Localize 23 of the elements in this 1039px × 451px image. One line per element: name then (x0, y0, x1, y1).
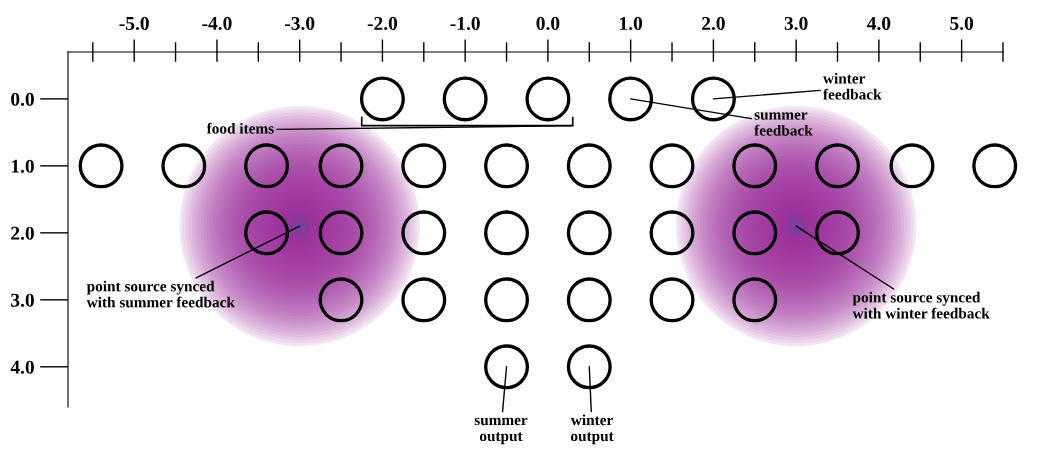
annotation: food items (206, 122, 274, 134)
x-tick-label: 4.0 (867, 16, 891, 31)
annotation: winter output (570, 414, 614, 445)
x-tick-label: -5.0 (119, 16, 149, 31)
x-tick-label: 3.0 (784, 16, 808, 31)
y-tick-label: 1.0 (11, 159, 34, 173)
x-tick-label: 5.0 (950, 16, 974, 31)
x-tick-label: -3.0 (285, 16, 315, 31)
annotation: winter feedback (823, 72, 882, 100)
y-tick-label: 0.0 (11, 92, 34, 106)
y-tick-label: 2.0 (11, 226, 34, 240)
y-tick-label: 3.0 (11, 293, 34, 307)
x-tick-label: 2.0 (702, 16, 725, 31)
annotation: summer output (474, 417, 528, 445)
x-tick-label: 0.0 (536, 16, 560, 31)
x-tick-label: -4.0 (202, 16, 232, 31)
x-tick-label: 1.0 (620, 16, 643, 31)
x-tick-label: -2.0 (367, 16, 398, 31)
y-tick-label: 4.0 (10, 360, 34, 374)
annotation: point source synced with summer feedback (86, 280, 235, 308)
annotation: point source synced with winter feedback (852, 291, 990, 319)
annotation: summer feedback (754, 112, 813, 136)
x-tick-label: -1.0 (450, 16, 480, 31)
